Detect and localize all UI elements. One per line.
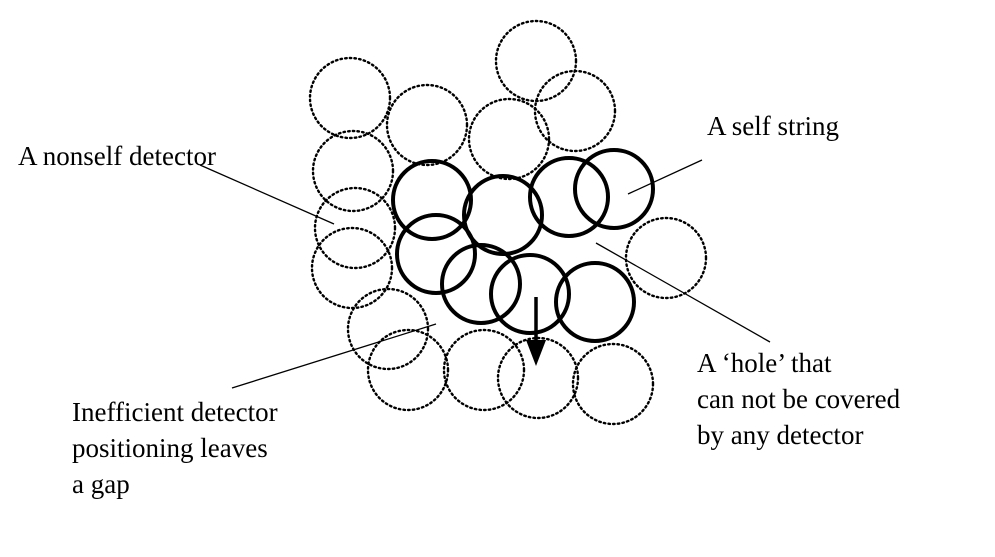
nonself-detector-circle	[313, 186, 397, 270]
self-strings	[391, 148, 655, 343]
label-hole-line: by any detector	[697, 420, 864, 450]
label-gap-line: a gap	[72, 469, 130, 499]
down-arrow-icon	[526, 297, 546, 366]
self-string-circle	[528, 156, 610, 238]
self-string-circle	[554, 261, 636, 343]
label-self-string: A self string	[707, 111, 839, 141]
label-gap: Inefficient detector positioning leaves …	[72, 394, 278, 502]
self-string-circle	[489, 253, 571, 335]
nonself-detector-circle	[467, 97, 551, 181]
nonself-detector-circle	[624, 216, 708, 300]
nonself-detector-circle	[310, 226, 394, 310]
nonself-detector-circle	[346, 287, 430, 371]
nonself-detector-circle	[366, 328, 450, 412]
nonself-detector-circle	[385, 83, 469, 167]
self-string-circle	[440, 243, 522, 325]
nonself-detector-circle	[571, 342, 655, 426]
nonself-detector-circle	[494, 19, 578, 103]
label-hole: A ‘hole’ that can not be covered by any …	[697, 345, 900, 453]
nonself-detector-circle	[308, 56, 392, 140]
self-string-circle	[395, 213, 477, 295]
leader-line-nonself	[199, 164, 335, 225]
nonself-detector-circle	[496, 336, 580, 420]
label-gap-line: Inefficient detector	[72, 397, 278, 427]
label-gap-line: positioning leaves	[72, 433, 268, 463]
leader-lines	[199, 159, 771, 389]
nonself-detector-circle	[311, 129, 395, 213]
self-string-circle	[573, 148, 655, 230]
leader-line-self	[627, 159, 703, 195]
label-hole-line: A ‘hole’ that	[697, 348, 832, 378]
label-hole-line: can not be covered	[697, 384, 901, 414]
nonself-detector-circle	[442, 328, 526, 412]
self-string-circle	[391, 159, 473, 241]
leader-line-hole	[595, 242, 771, 343]
leader-line-gap	[231, 323, 437, 389]
label-nonself-detector: A nonself detector	[18, 141, 216, 171]
nonself-detector-circle	[533, 69, 617, 153]
nonself-detectors	[308, 19, 708, 426]
